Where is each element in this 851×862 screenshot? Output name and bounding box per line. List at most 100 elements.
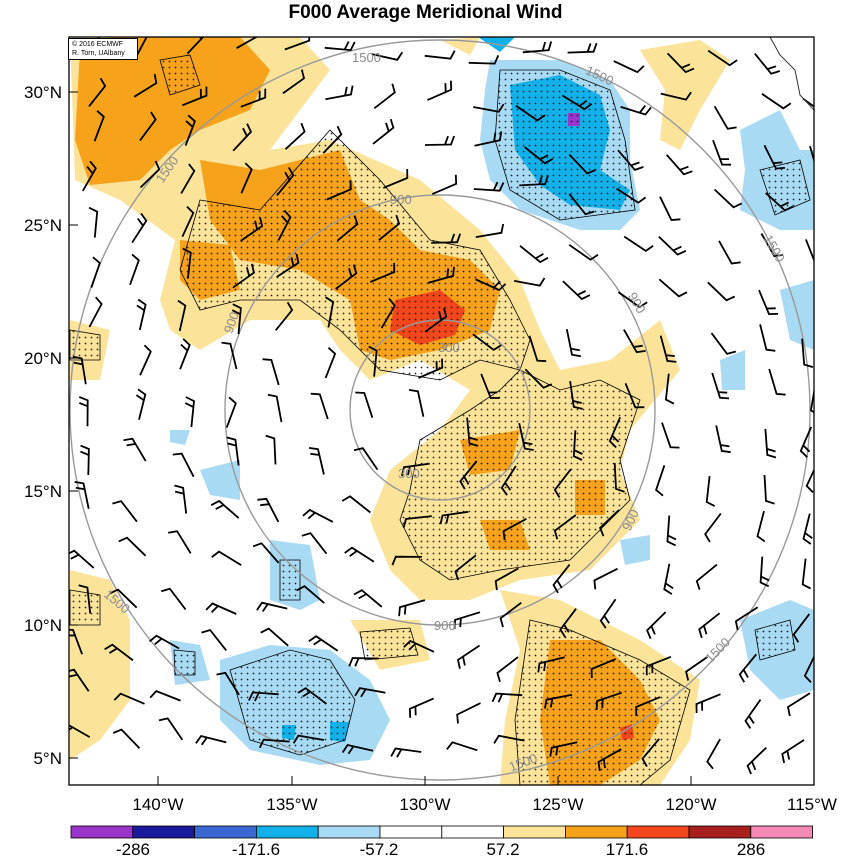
wind-barb xyxy=(514,277,546,287)
wind-barb xyxy=(225,396,237,428)
wind-barb xyxy=(466,417,479,447)
wind-barb xyxy=(308,447,325,475)
wind-barb xyxy=(706,738,721,770)
wind-barb xyxy=(78,396,89,427)
wind-barb xyxy=(474,131,503,147)
wind-barb xyxy=(568,244,599,261)
wind-barb xyxy=(88,296,103,328)
wind-barb xyxy=(645,655,672,676)
latitude-labels: 30°N 25°N 20°N 15°N 10°N 5°N xyxy=(24,83,62,768)
wind-barb xyxy=(136,37,148,56)
wind-barb xyxy=(624,382,645,409)
lon-label: 125°W xyxy=(532,795,583,814)
colorbar-swatch xyxy=(132,825,196,839)
colorbar-swatch xyxy=(503,825,566,839)
lat-label: 15°N xyxy=(24,482,62,501)
wind-barb xyxy=(341,743,374,755)
wind-barb xyxy=(118,536,147,557)
lon-label: 140°W xyxy=(132,795,183,814)
wind-barb xyxy=(267,393,283,423)
wind-barb xyxy=(179,338,191,370)
wind-barb xyxy=(707,281,736,302)
wind-barb xyxy=(660,91,692,101)
plot-area xyxy=(69,37,844,785)
wind-barb xyxy=(368,345,378,377)
wind-barb xyxy=(135,388,147,420)
wind-barb xyxy=(276,253,300,278)
wind-barb xyxy=(456,702,481,724)
wind-barb xyxy=(344,546,375,563)
wind-barb xyxy=(398,599,426,617)
wind-barb xyxy=(760,233,784,258)
wind-barb xyxy=(572,430,583,461)
wind-barb xyxy=(262,358,280,386)
wind-barb xyxy=(781,739,805,764)
wind-barb xyxy=(424,135,455,146)
wind-barb xyxy=(768,368,786,396)
wind-barb xyxy=(786,692,811,717)
colorbar-label: 286 xyxy=(737,840,765,859)
map-title: F000 Average Meridional Wind xyxy=(288,2,563,23)
copyright-line: © 2016 ECMWF xyxy=(72,41,124,48)
wind-barb xyxy=(276,167,295,197)
colorbar-swatch xyxy=(255,825,319,839)
ring-label: 1500 xyxy=(352,50,381,65)
wind-barb xyxy=(88,77,107,107)
wind-barb xyxy=(139,160,161,189)
wind-barb xyxy=(613,60,645,74)
wind-barb xyxy=(69,668,90,692)
wind-barb xyxy=(282,69,306,95)
colorbar-labels: -286 -171.6 -57.2 57.2 171.6 286 xyxy=(116,840,765,859)
wind-barb xyxy=(369,262,396,283)
lon-label: 115°W xyxy=(787,795,837,814)
wind-barb xyxy=(537,656,565,673)
wind-barb xyxy=(112,728,141,749)
coastline xyxy=(769,37,814,111)
wind-barb xyxy=(427,266,455,284)
wind-barb xyxy=(113,692,145,705)
wind-barb xyxy=(738,653,757,683)
wind-barb xyxy=(608,416,621,449)
wind-barb xyxy=(711,372,730,400)
wind-barb xyxy=(201,628,227,651)
wind-barb xyxy=(502,518,527,541)
wind-barb xyxy=(418,358,444,379)
wind-barb xyxy=(431,174,458,195)
wind-barb xyxy=(817,52,844,70)
wind-barb xyxy=(524,368,553,389)
lat-label: 10°N xyxy=(24,616,62,635)
wind-barb xyxy=(168,530,192,554)
ring-label: 900 xyxy=(221,310,243,336)
wind-barb xyxy=(258,738,290,749)
wind-barb xyxy=(172,452,195,478)
wind-barb xyxy=(308,635,339,652)
colorbar-label: -171.6 xyxy=(232,840,280,859)
plot-frame xyxy=(68,36,815,786)
wind-barb xyxy=(763,144,785,170)
wind-barb xyxy=(256,601,288,613)
wind-barb xyxy=(718,240,741,265)
copyright-box: © 2016 ECMWF R. Torn, UAlbany xyxy=(68,38,138,60)
wind-barb xyxy=(284,122,306,150)
wind-barb xyxy=(590,658,616,679)
wind-barb xyxy=(816,200,840,221)
wind-barb xyxy=(456,644,481,669)
wind-barb xyxy=(562,280,591,301)
wind-barb xyxy=(473,103,505,113)
wind-barb xyxy=(72,355,87,385)
wind-barb xyxy=(335,264,358,290)
wind-barb xyxy=(809,145,814,164)
wind-barb xyxy=(90,256,101,288)
wind-barb xyxy=(599,509,620,537)
wind-barb xyxy=(139,111,157,141)
wind-barb xyxy=(453,611,481,629)
wind-barb xyxy=(325,85,354,101)
wind-barb xyxy=(801,558,812,590)
wind-barb xyxy=(353,447,379,471)
wind-barb xyxy=(472,333,502,351)
wind-barb xyxy=(292,734,325,744)
wind-barb xyxy=(655,465,666,497)
wind-barb xyxy=(296,585,325,604)
wind-barb xyxy=(158,717,184,741)
wind-barb xyxy=(616,187,647,204)
